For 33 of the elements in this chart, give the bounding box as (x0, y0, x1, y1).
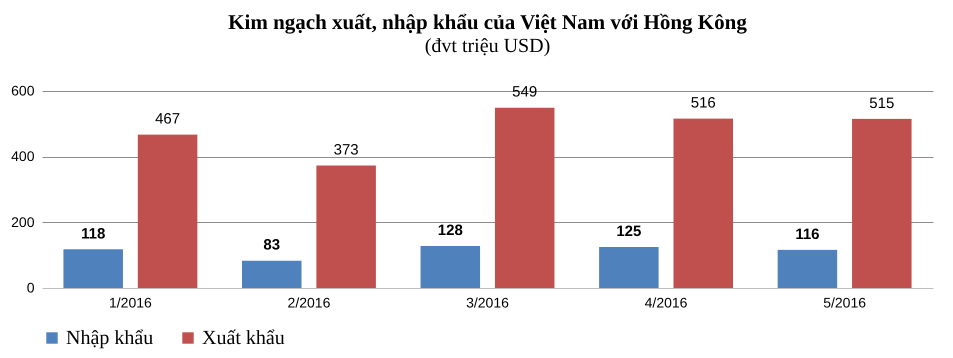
data-label: 515 (869, 94, 894, 112)
x-tick-label: 5/2016 (823, 294, 866, 310)
legend-label: Nhập khẩu (66, 327, 154, 349)
y-tick-label: 600 (11, 82, 35, 98)
x-tick-label: 1/2016 (108, 294, 152, 310)
y-tick-label: 400 (11, 148, 35, 164)
bar (778, 250, 838, 288)
y-tick-label: 0 (26, 280, 35, 296)
y-tick-label: 200 (11, 214, 35, 230)
data-label: 125 (616, 222, 642, 240)
bar (494, 108, 554, 288)
data-label: 128 (438, 222, 463, 239)
bar (673, 118, 734, 288)
bar (420, 246, 480, 288)
data-label: 118 (81, 225, 106, 242)
bar (852, 118, 912, 288)
bar (599, 246, 659, 288)
data-label: 83 (263, 236, 280, 254)
data-label: 516 (690, 94, 716, 112)
x-tick-label: 4/2016 (644, 294, 688, 310)
data-label: 467 (155, 110, 180, 128)
chart-subtitle: (đvt triệu USD) (424, 35, 550, 57)
x-tick-label: 3/2016 (466, 294, 510, 310)
chart-title: Kim ngạch xuất, nhập khẩu của Việt Nam với Hồng Kông (228, 10, 748, 34)
x-tick-label: 2/2016 (288, 294, 331, 310)
bar (63, 249, 123, 288)
legend-label: Xuất khẩu (202, 327, 285, 349)
data-label: 373 (334, 142, 359, 159)
bar (242, 260, 302, 288)
data-label: 549 (512, 84, 538, 101)
bar (138, 134, 198, 288)
data-label: 116 (795, 226, 820, 243)
bar (316, 166, 376, 288)
